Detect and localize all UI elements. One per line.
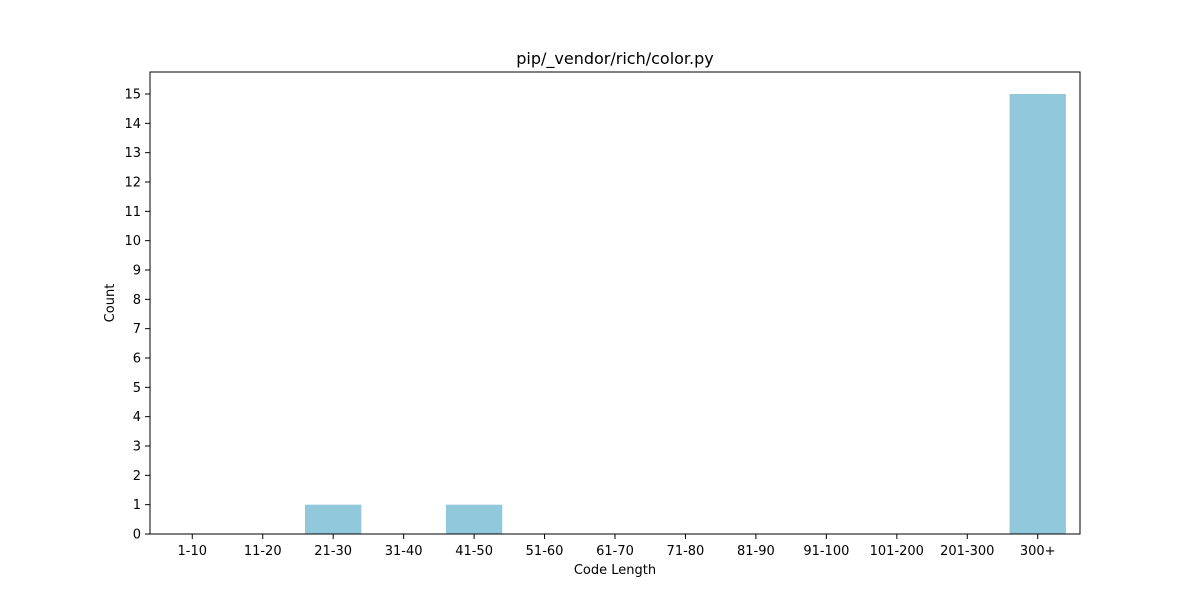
bar-300+: [1009, 94, 1066, 534]
y-tick-label: 0: [133, 528, 141, 543]
y-tick-label: 6: [133, 352, 141, 367]
plot-frame: [149, 71, 1081, 535]
y-tick-label: 14: [124, 117, 141, 132]
y-tick-label: 5: [133, 381, 141, 396]
y-tick-label: 12: [124, 176, 141, 191]
x-tick-label: 300+: [1020, 544, 1056, 559]
x-axis-label: Code Length: [574, 563, 656, 578]
y-tick-label: 13: [124, 146, 141, 161]
x-tick-label: 61-70: [596, 544, 634, 559]
x-tick-label: 91-100: [803, 544, 849, 559]
y-tick-label: 2: [133, 469, 141, 484]
x-tick-label: 81-90: [737, 544, 775, 559]
y-tick-label: 7: [133, 322, 141, 337]
y-axis-label: Count: [103, 284, 118, 323]
x-ticks-layer: 1-10 11-20 21-30 31-40 41-50 51-60 61-70 71-80 8…: [178, 534, 1056, 559]
bar-41-50: [445, 504, 503, 534]
x-tick-label: 31-40: [385, 544, 423, 559]
x-tick-label: 51-60: [526, 544, 564, 559]
x-tick-label: 1-10: [178, 544, 208, 559]
chart-title: pip/_vendor/rich/color.py: [516, 49, 714, 69]
x-tick-label: 11-20: [244, 544, 282, 559]
y-tick-label: 4: [133, 410, 141, 425]
x-tick-label: 41-50: [455, 544, 493, 559]
x-tick-label: 71-80: [667, 544, 705, 559]
y-tick-label: 11: [124, 205, 141, 220]
bars-layer: [305, 94, 1066, 534]
y-tick-label: 15: [124, 88, 141, 103]
y-tick-label: 1: [133, 498, 141, 513]
x-tick-label: 21-30: [314, 544, 352, 559]
x-tick-label: 201-300: [940, 544, 994, 559]
y-tick-label: 9: [133, 264, 141, 279]
y-tick-label: 10: [124, 234, 141, 249]
y-tick-label: 3: [133, 440, 141, 455]
x-tick-label: 101-200: [870, 544, 924, 559]
bar-21-30: [305, 504, 362, 534]
y-tick-label: 8: [133, 293, 141, 308]
